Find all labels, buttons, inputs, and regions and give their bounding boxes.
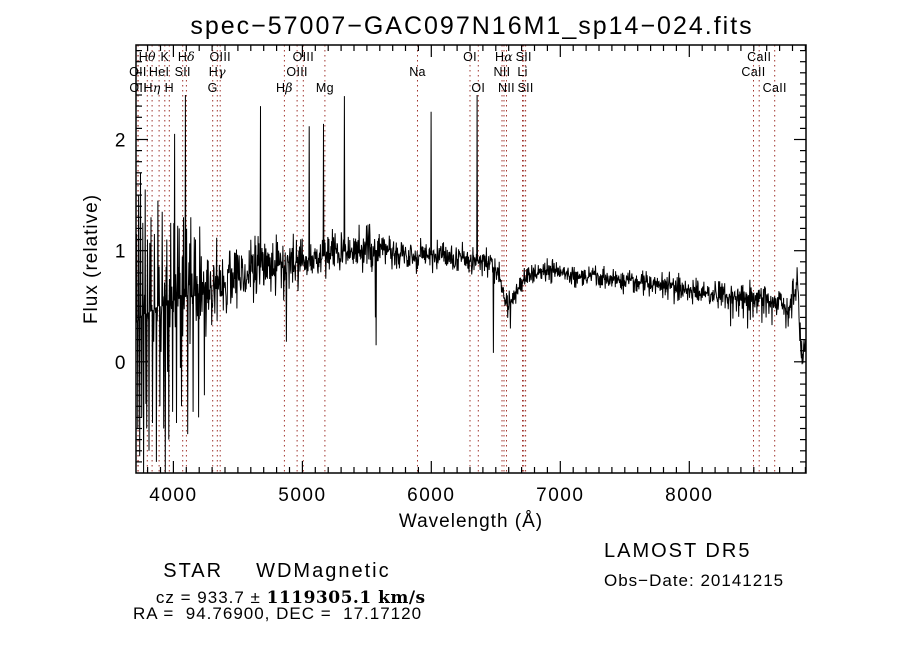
marker-label-HeI-3889: HeI [149, 65, 169, 79]
cz-line: cz = 933.7 ± 1119305.1 km/s [133, 572, 426, 624]
object-subclass: WDMagnetic [256, 560, 391, 582]
spectrum-trace-group [136, 94, 806, 473]
survey-label: LAMOST DR5 [604, 540, 752, 562]
x-axis-label: Wavelength (Å) [399, 511, 543, 532]
plot-title: spec−57007−GAC097N16M1_sp14−024.fits [190, 12, 753, 40]
cz-prefix: cz = 933.7 ± [155, 588, 267, 607]
plot-frame-group [135, 44, 807, 474]
x-tick-label-8000: 8000 [665, 485, 713, 506]
cz-value: 1119305.1 km/s [266, 588, 426, 608]
marker-label-Na-5893: Na [409, 65, 426, 79]
y-tick-label-0: 0 [115, 353, 127, 374]
plot-frame [135, 44, 807, 474]
marker-label-OII-3725: OII [129, 65, 147, 79]
marker-label-OIII-4959: OIII [286, 65, 307, 79]
y-tick-label-2: 2 [115, 130, 127, 151]
marker-label-CaII-8542: CaII [747, 50, 771, 64]
marker-label-Hβ-4861: Hβ [276, 80, 293, 95]
obs-date-label: Obs−Date: 20141215 [604, 571, 785, 590]
object-class: STAR [163, 560, 224, 582]
marker-label-SII-4072: SII [175, 65, 191, 79]
marker-label-Hα-6563: Hα [495, 49, 513, 64]
marker-label-Hθ-3798: Hθ [139, 49, 156, 64]
classification-line: STAR WDMagnetic [133, 541, 391, 601]
axis-ticks-group: 4000 5000 6000 7000 8000 0 1 2 [115, 45, 807, 506]
marker-label-Hδ-4101: Hδ [178, 49, 195, 64]
marker-label-OI-6364: OI [471, 81, 485, 95]
marker-label-CaII-8498: CaII [741, 65, 765, 79]
marker-label-OIII-5007: OIII [293, 50, 314, 64]
spectral-marker-lines [137, 45, 776, 473]
x-tick-label-6000: 6000 [407, 485, 455, 506]
marker-label-Hγ-4340: Hγ [209, 64, 226, 79]
spectrum-trace [136, 94, 806, 473]
ra-dec-label: RA = 94.76900, DEC = 17.17120 [133, 604, 423, 623]
marker-labels-group: OIIOIIHθHηHeIKHSIIHδGHγOIIIHβOIIIOIIIMgN… [129, 49, 787, 95]
marker-label-SII-6716: SII [516, 50, 532, 64]
x-tick-label-4000: 4000 [149, 485, 197, 506]
marker-label-SII-6731: SII [517, 81, 533, 95]
marker-label-NII-6583: NII [498, 81, 515, 95]
marker-label-OII-3727: OII [129, 81, 147, 95]
marker-label-K-3933: K [160, 50, 169, 64]
x-tick-label-5000: 5000 [278, 485, 326, 506]
marker-label-CaII-8662: CaII [763, 81, 787, 95]
marker-label-Mg-5175: Mg [316, 81, 334, 95]
marker-label-NII-6548: NII [494, 65, 511, 79]
marker-label-G-4305: G [208, 81, 218, 95]
marker-label-OI-6300: OI [463, 50, 477, 64]
marker-label-Hη-3835: Hη [144, 80, 161, 95]
marker-label-OIII-4363: OIII [210, 50, 231, 64]
y-tick-label-1: 1 [115, 242, 127, 263]
y-axis-label: Flux (relative) [81, 194, 102, 324]
x-tick-label-7000: 7000 [536, 485, 584, 506]
marker-label-Li-6707: Li [517, 65, 527, 79]
marker-label-H-3968: H [165, 81, 174, 95]
